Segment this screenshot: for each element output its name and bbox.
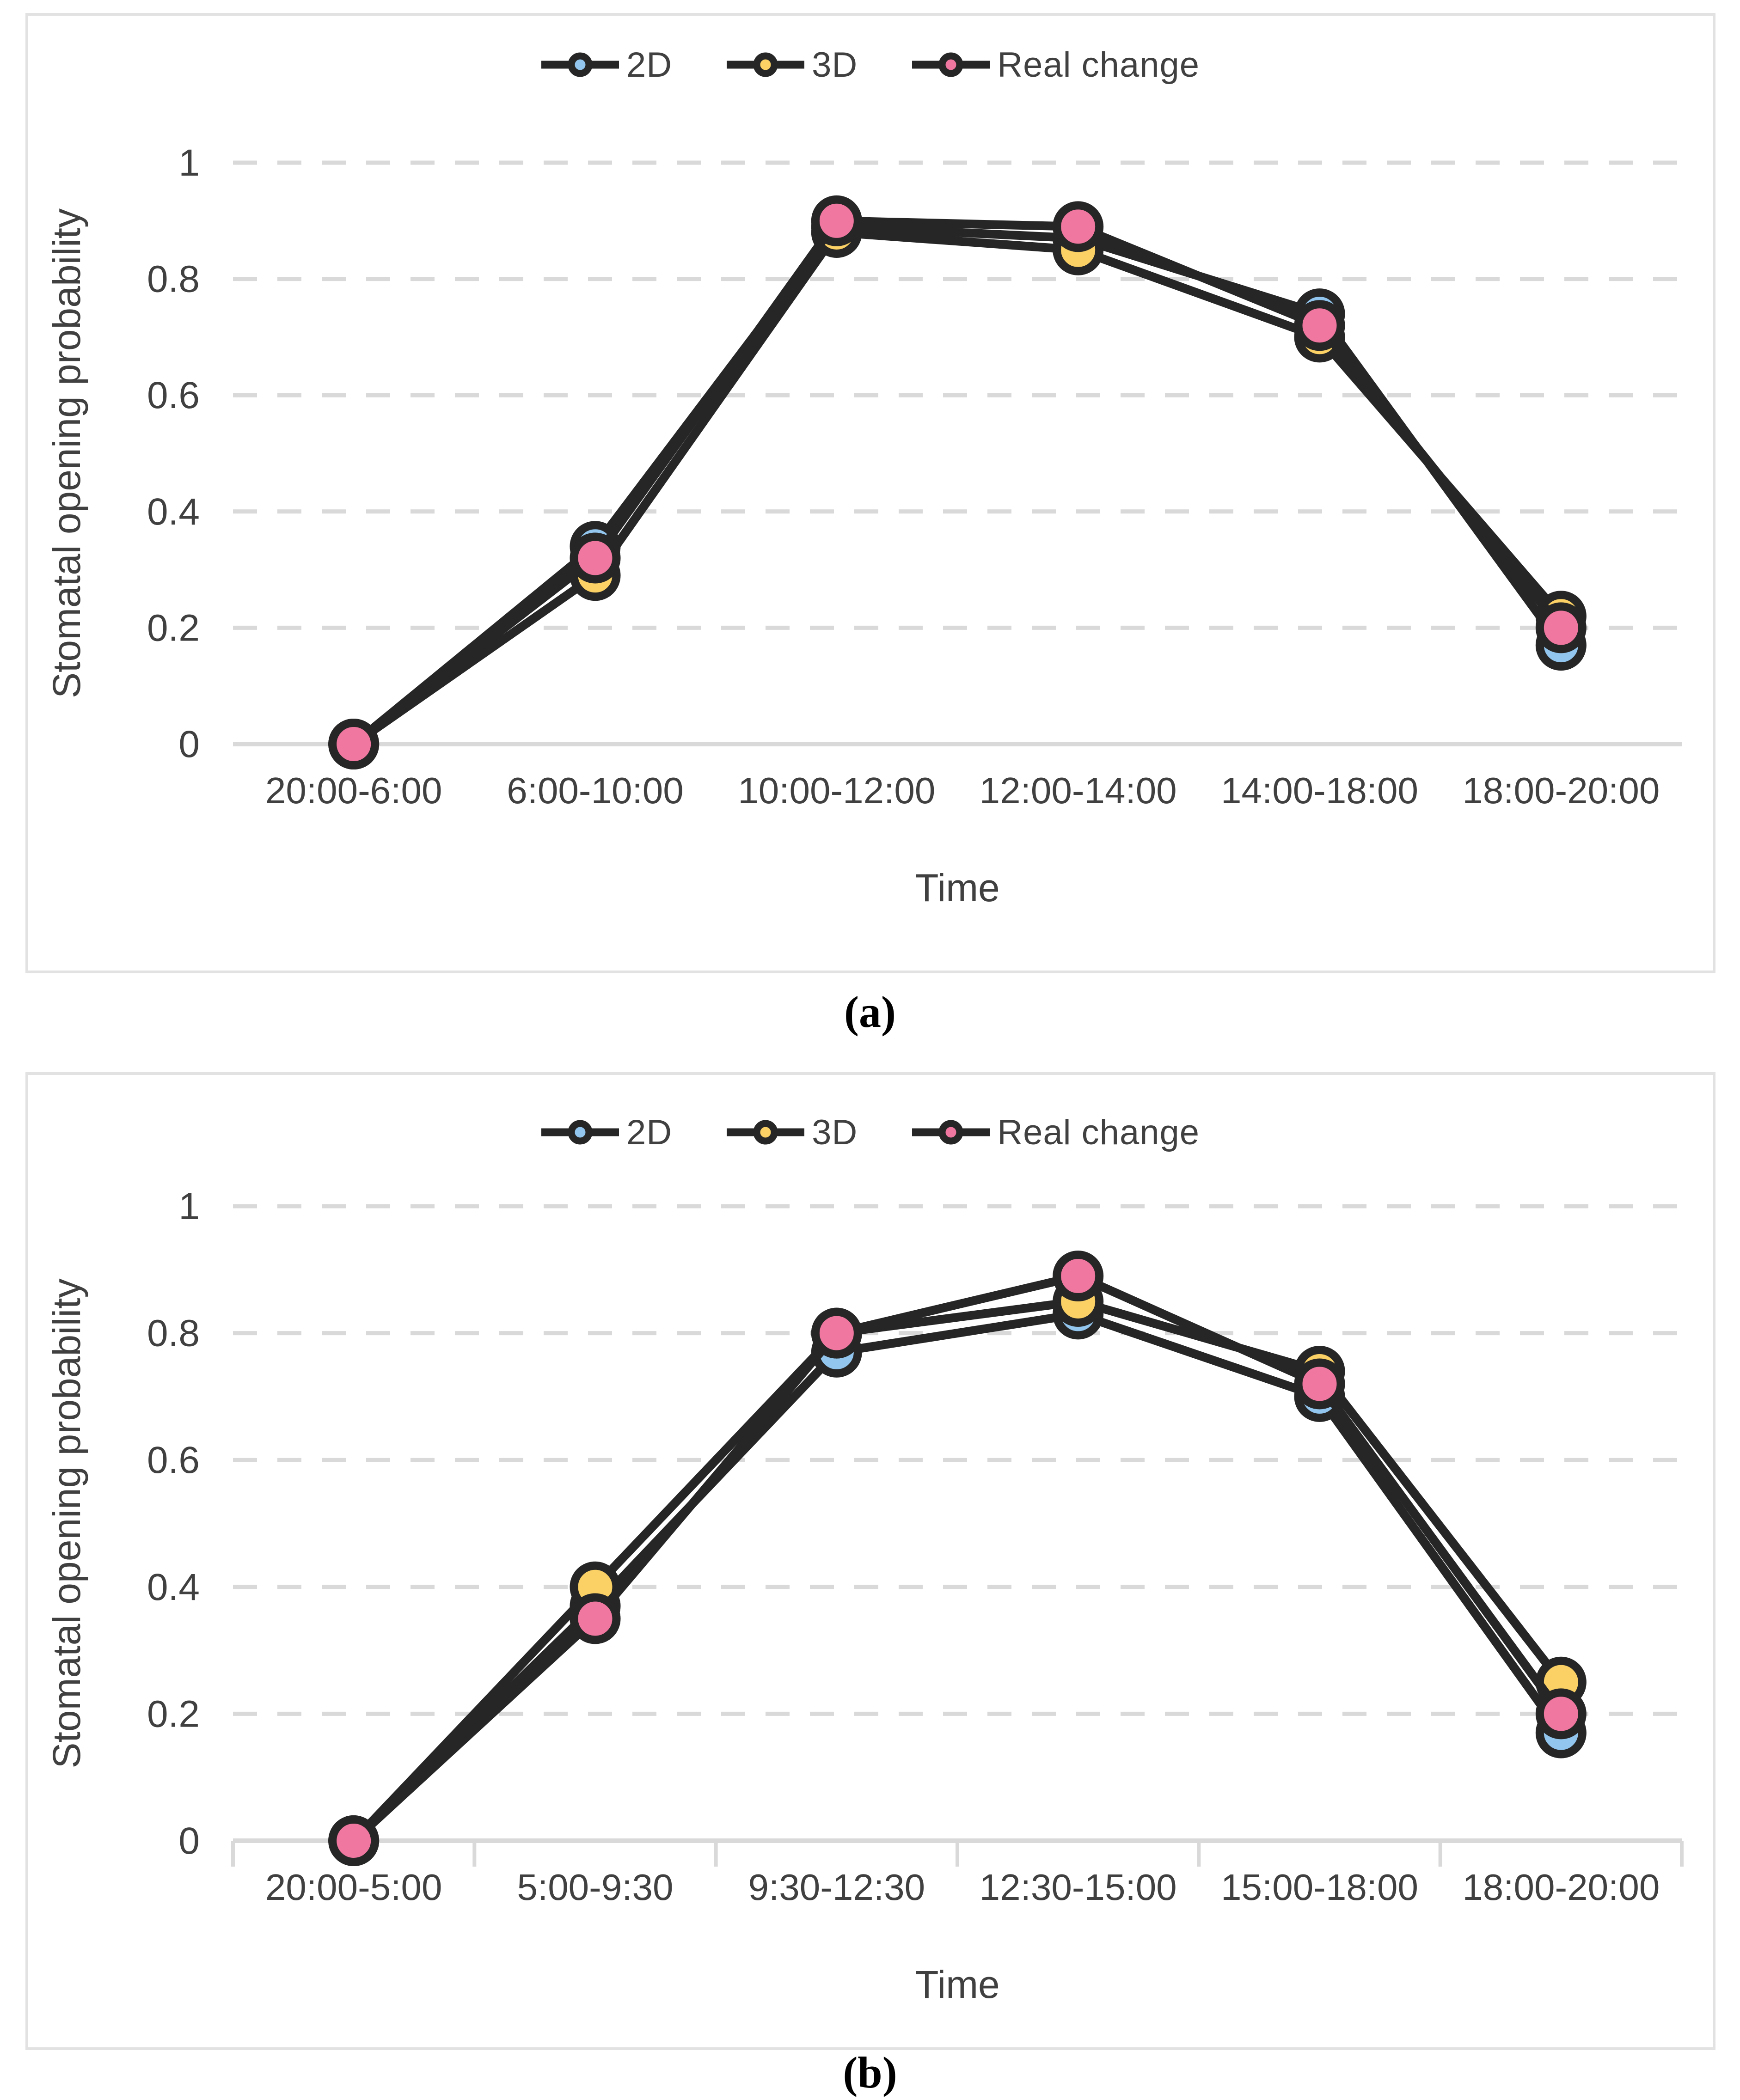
legend-label: 3D: [812, 1112, 858, 1152]
marker-real-change-0: [328, 719, 380, 769]
y-tick-label: 0.8: [147, 1312, 200, 1355]
x-tick-label-1: 6:00-10:00: [507, 770, 684, 811]
y-axis-title: Stomatal opening probability: [45, 1278, 88, 1768]
marker-real-change-0: [328, 1815, 380, 1866]
x-tick-label-2: 9:30-12:30: [748, 1867, 925, 1908]
legend-item-real-change: Real change: [912, 1110, 1200, 1154]
legend-label: Real change: [997, 1112, 1200, 1152]
caption-b: (b): [843, 2048, 897, 2097]
series-line-real-change: [351, 216, 1565, 748]
legend-item-2d: 2D: [541, 1110, 672, 1154]
y-axis-title: Stomatal opening probability: [45, 208, 88, 698]
y-tick-label: 0.6: [147, 1439, 200, 1481]
series-line-3d: [350, 1297, 1565, 1844]
legend-marker-2d-icon: [541, 1120, 619, 1145]
marker-real-change-5: [1535, 602, 1587, 653]
caption-a: (a): [844, 987, 896, 1037]
y-tick-label: 0.4: [147, 491, 200, 533]
y-tick-label: 0.2: [147, 607, 200, 649]
y-tick-label: 0.4: [147, 1566, 200, 1608]
x-tick-label-4: 15:00-18:00: [1221, 1867, 1418, 1908]
y-tick-label: 0.6: [147, 374, 200, 416]
x-tick-label-1: 5:00-9:30: [517, 1867, 673, 1908]
legend-marker-real-change-icon: [912, 52, 990, 77]
x-tick-label-3: 12:30-15:00: [980, 1867, 1177, 1908]
y-tick-label: 1: [178, 142, 200, 184]
x-tick-label-5: 18:00-20:00: [1462, 770, 1660, 811]
x-tick-label-0: 20:00-6:00: [265, 770, 442, 811]
panel-a: 0 0.2 0.4 0.6 0.8 1 20:00-6:00 6:00-10:00 10:00-…: [25, 13, 1715, 973]
legend-label: 3D: [812, 45, 858, 85]
legend-b: 2D 3D Real change: [28, 1110, 1713, 1154]
legend-item-3d: 3D: [727, 1110, 858, 1154]
marker-real-change-4: [1294, 1358, 1345, 1410]
legend-marker-2d-icon: [541, 52, 619, 77]
marker-real-change-3: [1053, 1251, 1104, 1302]
chart-b: 0 0.2 0.4 0.6 0.8 1 20:00-5:00 5:00-9:30 9:30-12…: [45, 1185, 1684, 2006]
x-axis-title: Time: [915, 1963, 1000, 2006]
series-line-2d: [350, 1309, 1565, 1844]
x-tick-label-5: 18:00-20:00: [1462, 1867, 1660, 1908]
y-tick-label: 0.2: [147, 1693, 200, 1735]
series-line-2d: [351, 222, 1565, 748]
panel-b: 0 0.2 0.4 0.6 0.8 1 20:00-5:00 5:00-9:30 9:30-12…: [25, 1072, 1715, 2050]
legend-marker-3d-icon: [727, 52, 805, 77]
legend-item-2d: 2D: [541, 43, 672, 87]
legend-label: Real change: [997, 45, 1200, 85]
legend-a: 2D 3D Real change: [28, 43, 1713, 87]
y-tick-label: 1: [178, 1185, 200, 1227]
marker-real-change-4: [1294, 300, 1345, 351]
marker-real-change-5: [1535, 1688, 1587, 1740]
x-tick-label-2: 10:00-12:00: [738, 770, 935, 811]
x-tick-label-0: 20:00-5:00: [265, 1867, 442, 1908]
x-tick-label-4: 14:00-18:00: [1221, 770, 1418, 811]
legend-marker-real-change-icon: [912, 1120, 990, 1145]
x-axis-title: Time: [915, 866, 1000, 910]
series-line-real-change: [350, 1271, 1565, 1844]
legend-item-3d: 3D: [727, 43, 858, 87]
y-tick-label: 0: [178, 723, 200, 765]
y-tick-label: 0.8: [147, 258, 200, 300]
marker-real-change-2: [811, 1307, 862, 1359]
legend-label: 2D: [626, 45, 673, 85]
legend-label: 2D: [626, 1112, 673, 1152]
legend-marker-3d-icon: [727, 1120, 805, 1145]
legend-item-real-change: Real change: [912, 43, 1200, 87]
marker-real-change-1: [570, 1593, 621, 1644]
series-line-3d: [351, 228, 1565, 748]
chart-a: 0 0.2 0.4 0.6 0.8 1 20:00-6:00 6:00-10:00 10:00-…: [45, 142, 1682, 910]
marker-real-change-3: [1053, 201, 1104, 252]
x-tick-label-3: 12:00-14:00: [980, 770, 1177, 811]
y-tick-label: 0: [178, 1820, 200, 1862]
marker-real-change-1: [570, 532, 621, 584]
marker-real-change-2: [811, 195, 862, 246]
